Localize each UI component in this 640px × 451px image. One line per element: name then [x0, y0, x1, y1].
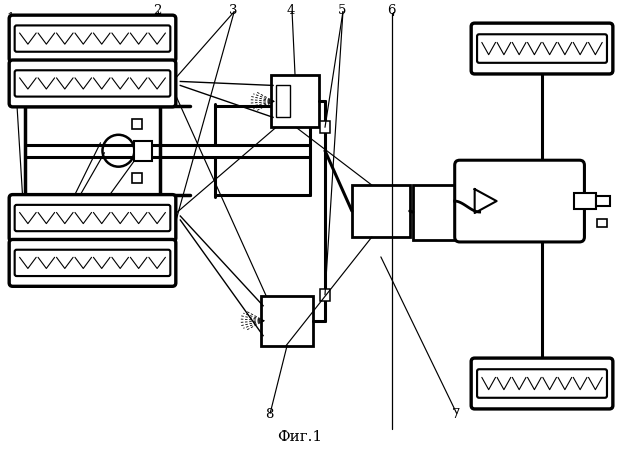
- FancyBboxPatch shape: [15, 250, 170, 276]
- Bar: [352, 185, 410, 237]
- FancyBboxPatch shape: [477, 369, 607, 398]
- Text: 9: 9: [38, 263, 47, 276]
- Bar: [320, 121, 330, 133]
- Text: 8: 8: [265, 408, 273, 421]
- Bar: [413, 185, 475, 240]
- FancyBboxPatch shape: [471, 358, 613, 409]
- Text: 5: 5: [338, 4, 346, 17]
- Text: 2: 2: [153, 4, 161, 17]
- FancyBboxPatch shape: [477, 34, 607, 63]
- Bar: [132, 119, 142, 129]
- Text: 3: 3: [229, 4, 237, 17]
- Bar: [271, 75, 319, 127]
- FancyBboxPatch shape: [15, 205, 170, 231]
- Text: 1: 1: [6, 12, 15, 25]
- Bar: [134, 141, 152, 161]
- Bar: [575, 193, 596, 209]
- FancyBboxPatch shape: [454, 160, 584, 242]
- Text: 4: 4: [287, 4, 295, 17]
- Polygon shape: [475, 189, 497, 213]
- FancyBboxPatch shape: [9, 239, 176, 286]
- FancyBboxPatch shape: [15, 25, 170, 52]
- Text: Фиг.1: Фиг.1: [278, 430, 323, 444]
- FancyBboxPatch shape: [9, 60, 176, 107]
- Text: 11: 11: [34, 249, 51, 262]
- Text: 7: 7: [451, 408, 460, 421]
- Bar: [596, 196, 611, 206]
- Bar: [320, 289, 330, 301]
- FancyBboxPatch shape: [471, 23, 613, 74]
- Bar: [276, 85, 290, 117]
- FancyBboxPatch shape: [9, 15, 176, 62]
- FancyBboxPatch shape: [9, 194, 176, 241]
- Bar: [597, 219, 607, 227]
- FancyBboxPatch shape: [15, 70, 170, 97]
- Text: 10: 10: [26, 278, 43, 291]
- Text: 6: 6: [388, 4, 396, 17]
- Bar: [261, 296, 313, 345]
- Bar: [132, 173, 142, 183]
